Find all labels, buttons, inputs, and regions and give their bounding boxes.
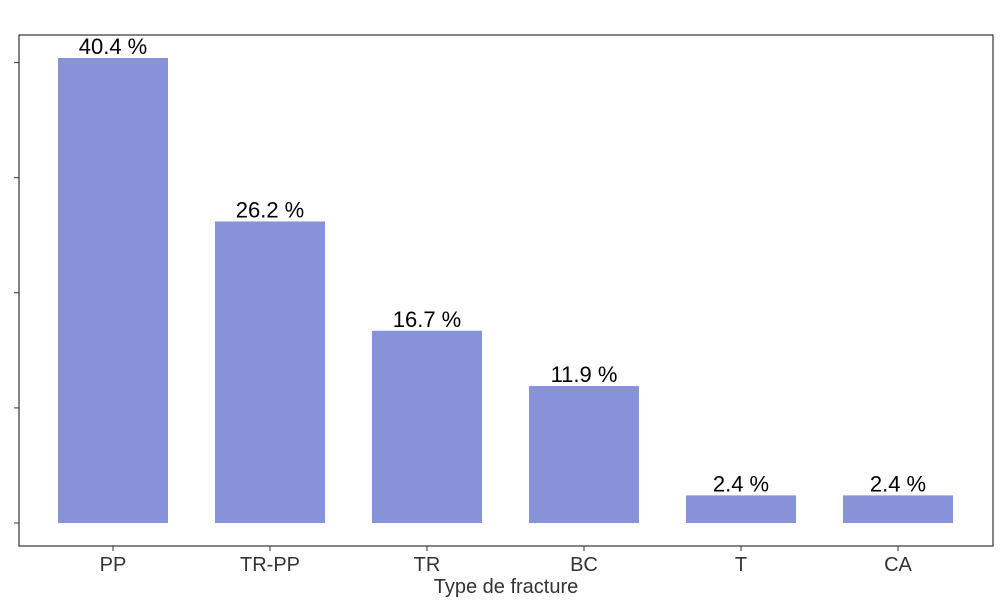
bar-value-label: 2.4 % — [870, 471, 926, 496]
panel-border — [18, 34, 994, 547]
bar-tr — [372, 330, 482, 523]
x-tick-label: BC — [570, 554, 598, 576]
x-tick-label: TR — [414, 554, 441, 576]
bars-group — [58, 58, 953, 523]
bar-bc — [529, 386, 639, 523]
bar-ca — [843, 495, 953, 523]
bar-value-label: 11.9 % — [551, 362, 618, 387]
y-ticks-group — [14, 62, 19, 524]
bar-labels-group: 40.4 % 26.2 % 16.7 % 11.9 % 2.4 % 2.4 % — [79, 34, 926, 496]
bar-value-label: 16.7 % — [393, 307, 462, 332]
bar-tr-pp — [215, 221, 325, 523]
x-tick-labels-group: PP TR-PP TR BC T CA — [100, 546, 913, 576]
x-axis-title: Type de fracture — [434, 576, 579, 598]
bar-t — [686, 495, 796, 523]
x-tick-label: PP — [100, 554, 127, 576]
x-tick-label: T — [735, 554, 747, 576]
x-tick-label: TR-PP — [240, 554, 300, 576]
bar-pp — [58, 58, 168, 523]
bar-value-label: 26.2 % — [236, 197, 305, 222]
bar-value-label: 40.4 % — [79, 34, 148, 59]
x-tick-label: CA — [884, 554, 912, 576]
bar-value-label: 2.4 % — [713, 471, 769, 496]
